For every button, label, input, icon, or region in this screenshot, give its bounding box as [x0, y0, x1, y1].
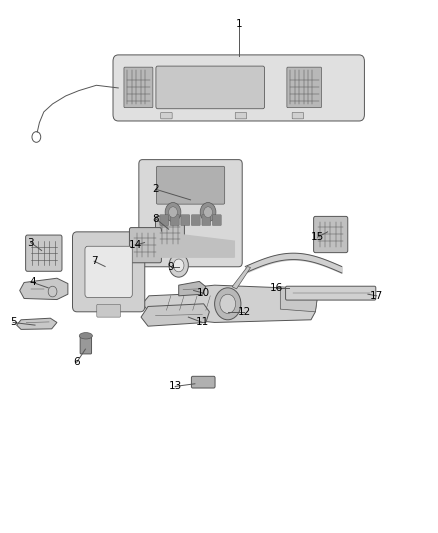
- Polygon shape: [147, 231, 234, 257]
- Text: 5: 5: [10, 318, 17, 327]
- Circle shape: [220, 294, 236, 313]
- Text: 14: 14: [129, 240, 142, 250]
- FancyBboxPatch shape: [287, 67, 321, 108]
- FancyBboxPatch shape: [191, 376, 215, 388]
- Polygon shape: [142, 285, 318, 322]
- FancyBboxPatch shape: [124, 67, 153, 108]
- FancyBboxPatch shape: [155, 216, 184, 249]
- Text: 7: 7: [91, 256, 98, 266]
- Text: 16: 16: [269, 283, 283, 293]
- Circle shape: [200, 203, 216, 222]
- Text: 15: 15: [311, 232, 324, 242]
- Polygon shape: [280, 287, 318, 312]
- FancyBboxPatch shape: [181, 215, 190, 225]
- FancyBboxPatch shape: [170, 215, 179, 225]
- Text: 9: 9: [167, 262, 174, 271]
- Polygon shape: [141, 304, 209, 326]
- Text: 12: 12: [238, 307, 251, 317]
- Polygon shape: [20, 278, 68, 300]
- FancyBboxPatch shape: [80, 336, 92, 354]
- FancyBboxPatch shape: [314, 216, 348, 253]
- Polygon shape: [232, 266, 251, 289]
- Text: 1: 1: [235, 19, 242, 29]
- Polygon shape: [17, 318, 57, 329]
- Circle shape: [173, 259, 184, 272]
- Ellipse shape: [79, 333, 92, 339]
- FancyBboxPatch shape: [292, 112, 304, 119]
- Text: 3: 3: [27, 238, 34, 247]
- FancyBboxPatch shape: [156, 166, 225, 204]
- Circle shape: [169, 254, 188, 277]
- FancyBboxPatch shape: [25, 235, 62, 271]
- FancyBboxPatch shape: [85, 246, 132, 297]
- FancyBboxPatch shape: [202, 215, 211, 225]
- Text: 17: 17: [370, 291, 383, 301]
- FancyBboxPatch shape: [161, 112, 172, 119]
- Text: 2: 2: [152, 184, 159, 194]
- Text: 6: 6: [73, 358, 80, 367]
- Text: 11: 11: [196, 318, 209, 327]
- FancyBboxPatch shape: [235, 112, 247, 119]
- Text: 13: 13: [169, 382, 182, 391]
- FancyBboxPatch shape: [156, 66, 265, 109]
- Polygon shape: [179, 281, 206, 296]
- FancyBboxPatch shape: [286, 286, 376, 300]
- FancyBboxPatch shape: [97, 304, 120, 317]
- Text: 4: 4: [29, 278, 36, 287]
- FancyBboxPatch shape: [191, 215, 200, 225]
- FancyBboxPatch shape: [72, 232, 145, 312]
- Circle shape: [169, 207, 177, 217]
- FancyBboxPatch shape: [130, 228, 161, 263]
- FancyBboxPatch shape: [113, 55, 364, 121]
- FancyBboxPatch shape: [160, 215, 169, 225]
- Circle shape: [204, 207, 212, 217]
- Circle shape: [165, 203, 181, 222]
- Text: 10: 10: [197, 288, 210, 298]
- FancyBboxPatch shape: [212, 215, 221, 225]
- Text: 8: 8: [152, 214, 159, 223]
- FancyBboxPatch shape: [139, 160, 242, 266]
- Circle shape: [215, 288, 241, 320]
